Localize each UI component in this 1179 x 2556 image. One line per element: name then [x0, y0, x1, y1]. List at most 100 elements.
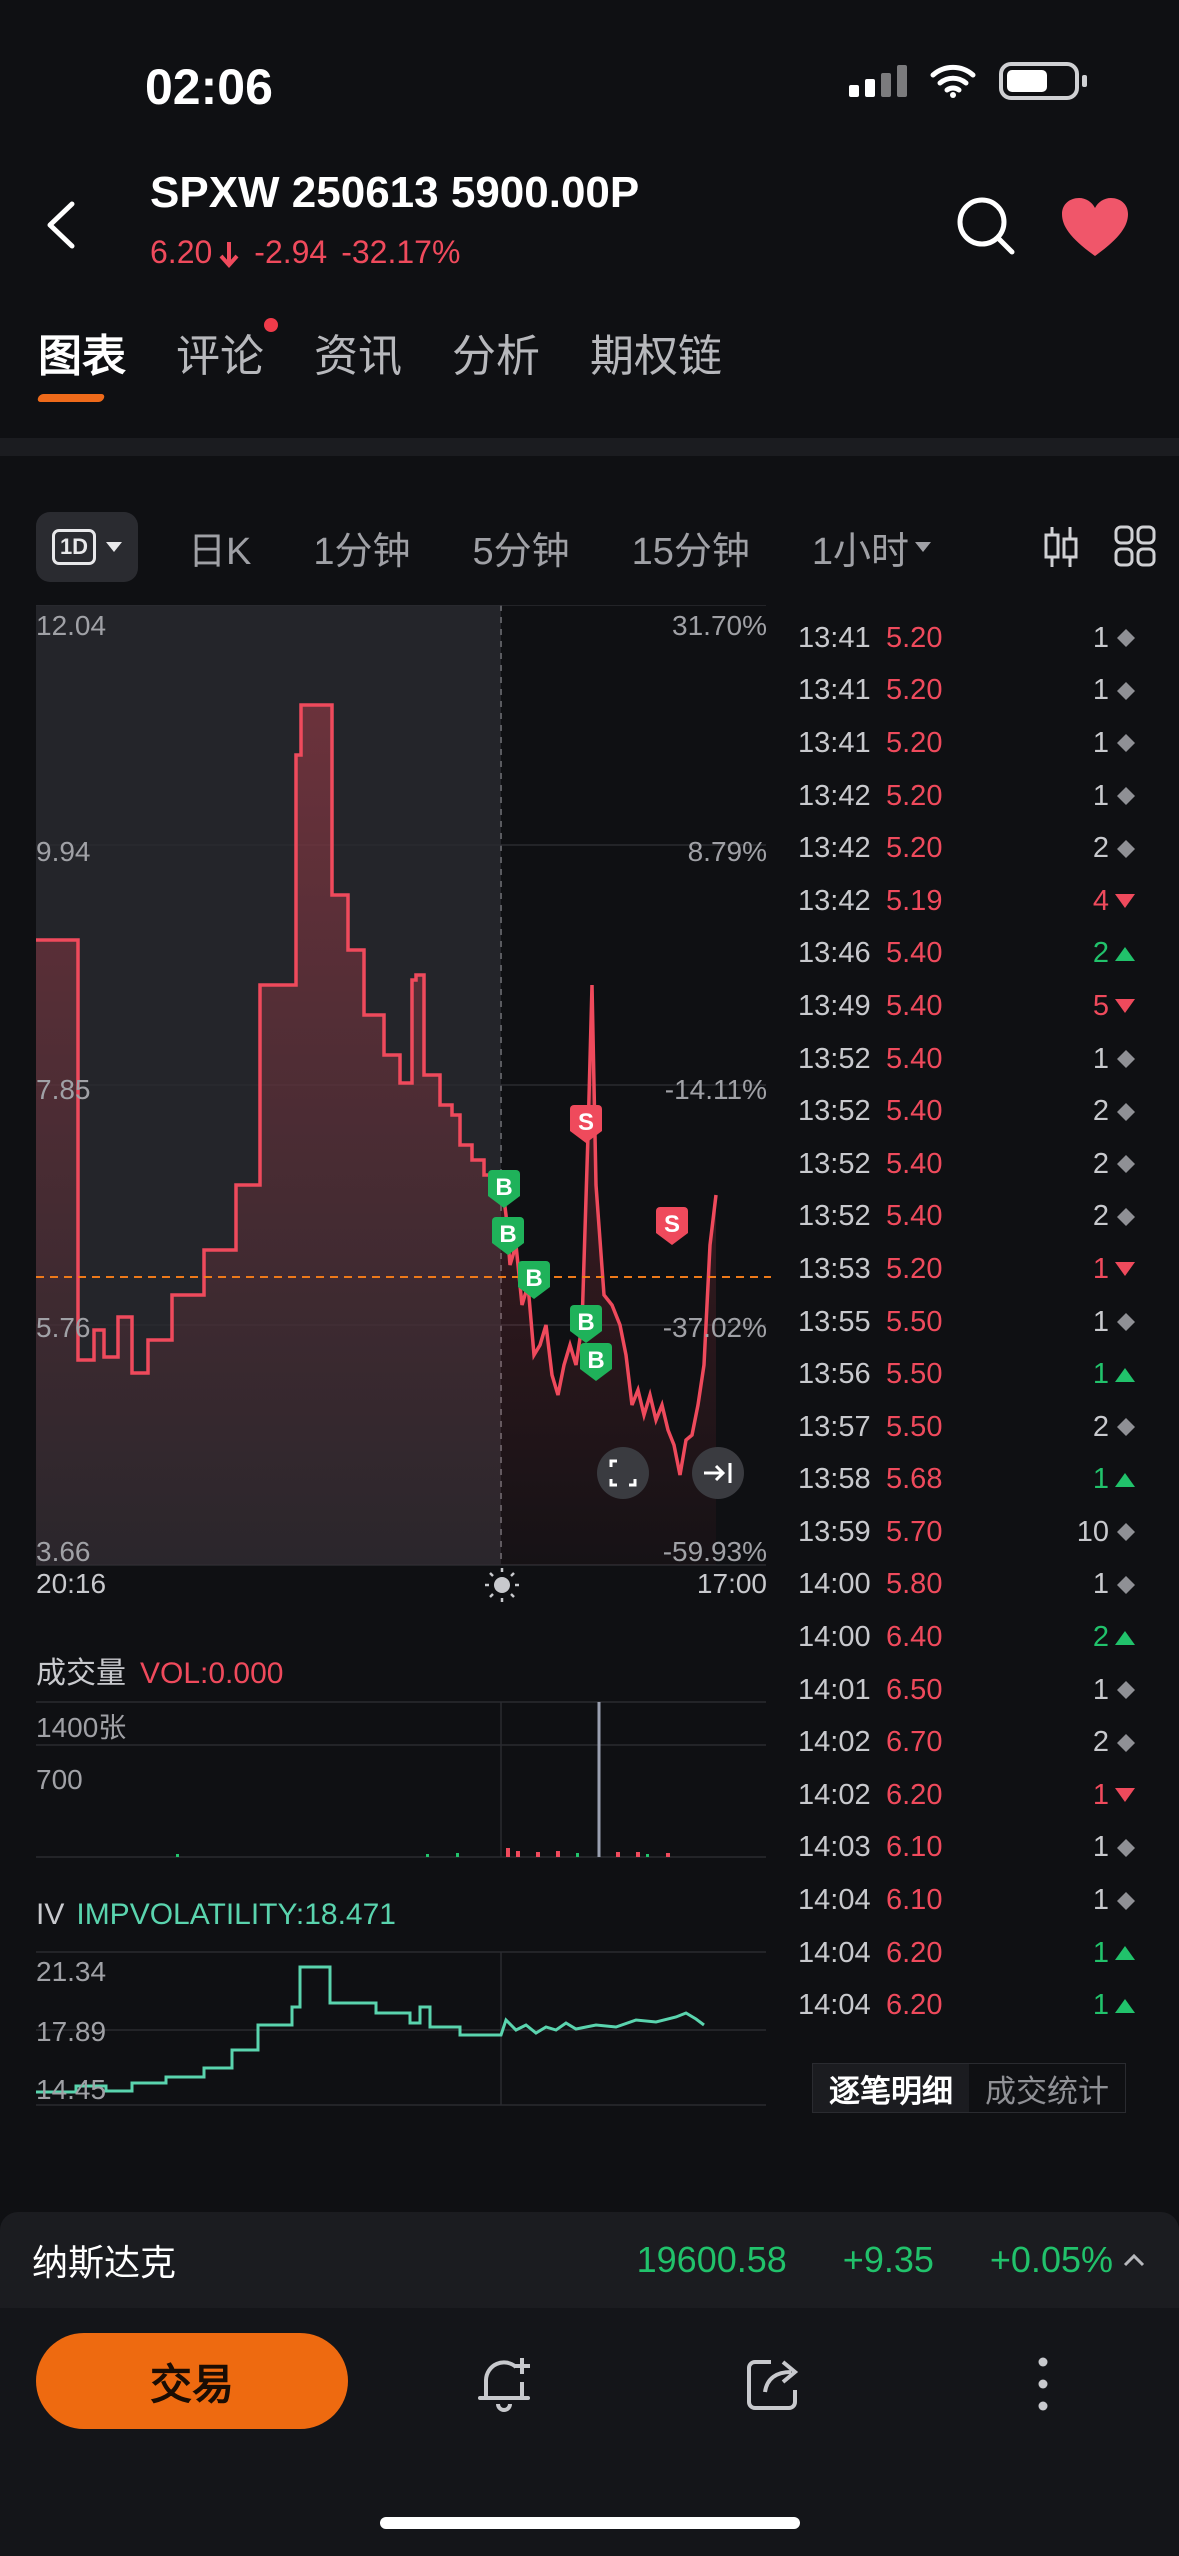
- trade-volume: 1: [1026, 1358, 1143, 1391]
- time-and-sales-list[interactable]: 13:41 5.20 1 13:41 5.20 1 13:41 5.20 1 13:42 5.20 1…: [798, 612, 1143, 2032]
- trade-row: 13:41 5.20 1: [798, 612, 1143, 665]
- price-area: [36, 705, 716, 1565]
- x-tick: 17:00: [696, 1568, 767, 1599]
- iv-tick: 17.89: [36, 2016, 107, 2047]
- tab-option-chain[interactable]: 期权链: [590, 332, 722, 381]
- y-right-tick: 31.70%: [672, 610, 767, 641]
- sell-marker[interactable]: S: [656, 1207, 688, 1245]
- arrow-up-icon: [1115, 1946, 1135, 1961]
- trade-time: 13:52: [798, 1147, 871, 1180]
- iv-tick: 14.45: [36, 2074, 107, 2105]
- status-time: 02:06: [145, 59, 273, 115]
- home-indicator: [380, 2517, 800, 2529]
- price-alert-bell-icon[interactable]: [476, 2352, 536, 2414]
- neutral-diamond-icon: [1117, 1207, 1135, 1226]
- trade-volume: 2: [1026, 1411, 1143, 1444]
- back-icon[interactable]: [38, 200, 88, 250]
- trade-row: 14:04 6.20 1: [798, 1927, 1143, 1980]
- price-line: [36, 703, 718, 1476]
- trade-time: 13:56: [798, 1358, 871, 1391]
- favorite-heart-icon[interactable]: [1060, 196, 1130, 258]
- arrow-up-icon: [1115, 1472, 1135, 1487]
- period-1min[interactable]: 1分钟: [313, 530, 411, 573]
- trade-time: 13:41: [798, 621, 871, 654]
- trade-row: 14:03 6.10 1: [798, 1822, 1143, 1875]
- status-icons: [849, 62, 1087, 100]
- trade-volume: 1: [1026, 1779, 1143, 1812]
- y-left-tick: 3.66: [36, 1536, 91, 1567]
- buy-marker[interactable]: B: [492, 1217, 524, 1255]
- trade-row: 13:42 5.20 2: [798, 822, 1143, 875]
- caret-down-icon: [915, 542, 932, 552]
- search-icon[interactable]: [955, 195, 1017, 257]
- neutral-diamond-icon: [1117, 1418, 1135, 1437]
- tab-news[interactable]: 资讯: [314, 332, 402, 381]
- session-sun-icon: [485, 1568, 519, 1602]
- neutral-diamond-icon: [1117, 1313, 1135, 1332]
- trade-volume: 1: [1026, 1831, 1143, 1864]
- neutral-diamond-icon: [1117, 1155, 1135, 1174]
- trade-price: 5.40: [886, 1200, 943, 1233]
- y-right-tick: -59.93%: [662, 1536, 767, 1567]
- arrow-down-icon: [1115, 999, 1135, 1014]
- trade-row: 13:46 5.40 2: [798, 928, 1143, 981]
- period-5min[interactable]: 5分钟: [472, 530, 570, 573]
- tab-trade-stats[interactable]: 成交统计: [985, 2073, 1109, 2109]
- trade-volume: 1: [1026, 780, 1143, 813]
- period-15min[interactable]: 15分钟: [631, 530, 750, 573]
- period-day-k[interactable]: 日K: [188, 530, 252, 573]
- trade-volume: 1: [1026, 1463, 1143, 1496]
- trade-volume: 10: [1026, 1516, 1143, 1549]
- arrow-down-icon: [1115, 1788, 1135, 1803]
- tab-chart[interactable]: 图表: [36, 320, 126, 402]
- caret-down-icon: [106, 542, 123, 552]
- trade-volume: 2: [1026, 937, 1143, 970]
- svg-text:S: S: [664, 1211, 680, 1238]
- buy-marker[interactable]: B: [488, 1170, 520, 1208]
- quote-line: 6.20 -2.94 -32.17%: [150, 234, 460, 271]
- trade-volume: 2: [1026, 832, 1143, 865]
- jump-to-latest-icon[interactable]: [692, 1447, 744, 1499]
- arrow-up-icon: [1115, 1998, 1135, 2013]
- trade-price: 6.70: [886, 1726, 943, 1759]
- wifi-icon: [930, 64, 976, 98]
- trade-button[interactable]: 交易: [36, 2333, 348, 2429]
- trade-price: 5.68: [886, 1463, 943, 1496]
- y-left-tick: 5.76: [36, 1312, 91, 1343]
- chevron-up-icon[interactable]: [1123, 2253, 1145, 2267]
- share-icon[interactable]: [745, 2356, 803, 2412]
- y-left-tick: 7.85: [36, 1074, 91, 1105]
- index-ticker-bar[interactable]: 纳斯达克 19600.58 +9.35 +0.05%: [0, 2212, 1179, 2308]
- trade-volume: 1: [1026, 1884, 1143, 1917]
- tab-analysis[interactable]: 分析: [452, 332, 540, 381]
- tab-comments[interactable]: 评论: [176, 318, 278, 384]
- tab-trade-details[interactable]: 逐笔明细: [813, 2064, 969, 2112]
- svg-text:B: B: [495, 1174, 512, 1201]
- trade-row: 13:42 5.19 4: [798, 875, 1143, 928]
- grid-layout-icon[interactable]: [1114, 525, 1156, 567]
- neutral-diamond-icon: [1117, 1733, 1135, 1752]
- trade-row: 13:57 5.50 2: [798, 1401, 1143, 1454]
- period-1hour[interactable]: 1小时: [812, 520, 932, 575]
- chart-controls: 1D 日K 1分钟 5分钟 15分钟 1小时: [36, 512, 1156, 582]
- trade-time: 14:00: [798, 1568, 871, 1601]
- last-price: 6.20: [150, 234, 213, 270]
- price-chart[interactable]: S B B B B B S: [36, 605, 771, 2125]
- trade-price: 5.40: [886, 937, 943, 970]
- neutral-diamond-icon: [1117, 1523, 1135, 1542]
- notification-dot: [264, 318, 278, 332]
- trade-time: 14:00: [798, 1621, 871, 1654]
- candlestick-icon[interactable]: [1042, 525, 1080, 569]
- more-vertical-icon[interactable]: [1036, 2354, 1050, 2414]
- volume-panel: [36, 1701, 766, 1858]
- sell-marker[interactable]: S: [570, 1105, 602, 1143]
- fullscreen-icon[interactable]: [597, 1447, 649, 1499]
- trade-price: 6.50: [886, 1673, 943, 1706]
- signal-icon: [849, 65, 907, 97]
- iv-panel: [36, 1951, 766, 2106]
- range-selector[interactable]: 1D: [36, 512, 138, 582]
- trade-volume: 2: [1026, 1621, 1143, 1654]
- buy-marker[interactable]: B: [580, 1343, 612, 1381]
- buy-marker[interactable]: B: [570, 1305, 602, 1343]
- buy-marker[interactable]: B: [518, 1261, 550, 1299]
